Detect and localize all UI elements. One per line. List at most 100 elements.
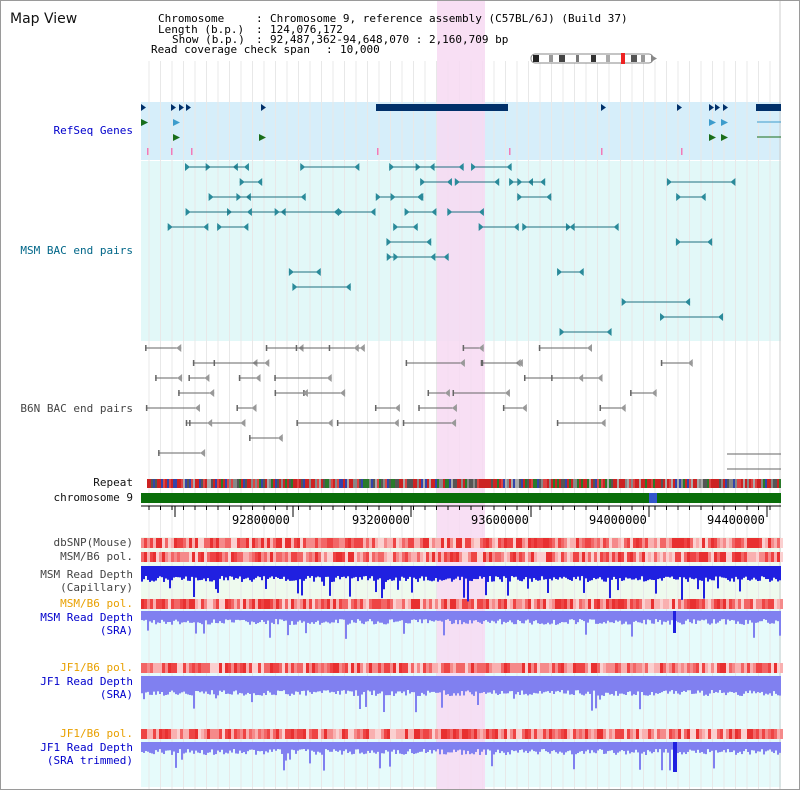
heat-cell <box>420 729 423 739</box>
track-label-msm-depth-sra[interactable]: MSM Read Depth <box>40 611 133 624</box>
track-label-dbsnp[interactable]: dbSNP(Mouse) <box>53 536 133 549</box>
bac-end-marker <box>300 193 306 201</box>
heat-cell <box>678 663 681 673</box>
heat-cell <box>702 729 705 739</box>
track-label-jf1-b6-pol[interactable]: JF1/B6 pol. <box>60 661 133 674</box>
depth-bar <box>641 611 643 624</box>
track-label-jf1-depth-trimmed[interactable]: JF1 Read Depth <box>40 741 133 754</box>
heat-cell <box>183 552 186 562</box>
heat-cell <box>672 599 675 609</box>
depth-bar <box>577 611 579 623</box>
heat-cell <box>435 729 438 739</box>
track-label-msm-depth-capillary[interactable]: MSM Read Depth <box>40 568 133 581</box>
heat-cell <box>573 552 576 562</box>
depth-bar <box>673 676 675 694</box>
depth-bar <box>733 611 735 621</box>
depth-bar <box>309 566 311 578</box>
heat-cell <box>309 663 312 673</box>
heat-cell <box>543 552 546 562</box>
depth-bar <box>381 566 383 599</box>
heat-cell <box>546 552 549 562</box>
depth-bar <box>633 742 635 753</box>
depth-bar <box>289 676 291 696</box>
depth-bar <box>667 566 669 577</box>
depth-bar <box>373 611 375 625</box>
track-label-msm-bac[interactable]: MSM BAC end pairs <box>20 244 133 257</box>
track-label-b6n-bac[interactable]: B6N BAC end pairs <box>20 402 133 415</box>
depth-bar <box>527 676 529 696</box>
depth-bar <box>727 676 729 693</box>
repeat-segment <box>447 479 449 488</box>
depth-bar <box>739 566 741 592</box>
depth-bar <box>713 676 715 694</box>
heat-cell <box>585 552 588 562</box>
heat-cell <box>564 552 567 562</box>
repeat-segment <box>599 479 601 488</box>
heat-cell <box>615 663 618 673</box>
heat-cell <box>525 599 528 609</box>
repeat-segment <box>759 479 761 488</box>
depth-bar <box>377 742 379 752</box>
heat-cell <box>465 599 468 609</box>
depth-bar <box>731 676 733 693</box>
track-label-jf1-depth-sra[interactable]: JF1 Read Depth <box>40 675 133 688</box>
heat-cell <box>441 729 444 739</box>
depth-bar <box>715 566 717 577</box>
repeat-segment <box>659 479 661 488</box>
repeat-segment <box>321 479 323 488</box>
depth-bar <box>399 742 401 754</box>
ideogram-band <box>641 55 645 62</box>
repeat-segment <box>171 479 173 488</box>
depth-bar <box>377 566 379 580</box>
depth-bar <box>747 566 749 580</box>
track-label-msm-b6-pol[interactable]: MSM/B6 pol. <box>60 550 133 563</box>
depth-bar <box>183 676 185 692</box>
heat-cell <box>621 552 624 562</box>
depth-bar <box>469 742 471 755</box>
track-label-refseq-genes[interactable]: RefSeq Genes <box>53 124 133 137</box>
depth-bar <box>679 676 681 695</box>
heat-cell <box>726 538 729 548</box>
repeat-segment <box>449 479 451 488</box>
depth-bar <box>269 742 271 750</box>
heat-cell <box>351 663 354 673</box>
heat-cell <box>528 538 531 548</box>
depth-bar <box>179 611 181 625</box>
heat-cell <box>357 729 360 739</box>
heat-cell <box>183 599 186 609</box>
depth-bar <box>399 676 401 692</box>
depth-bar <box>239 676 241 693</box>
depth-bar <box>331 566 333 582</box>
track-label-jf1-b6-pol-trimmed[interactable]: JF1/B6 pol. <box>60 727 133 740</box>
depth-bar <box>369 566 371 579</box>
heat-cell <box>489 729 492 739</box>
depth-bar <box>187 611 189 621</box>
depth-bar <box>315 676 317 693</box>
heat-cell <box>639 552 642 562</box>
repeat-segment <box>509 479 511 488</box>
depth-bar <box>643 742 645 752</box>
heat-cell <box>507 663 510 673</box>
track-label-msm-b6-pol-sra[interactable]: MSM/B6 pol. <box>60 597 133 610</box>
depth-bar <box>271 676 273 695</box>
depth-bar <box>435 611 437 621</box>
heat-cell <box>597 552 600 562</box>
depth-bar <box>689 611 691 623</box>
depth-bar <box>253 611 255 623</box>
heat-cell <box>324 729 327 739</box>
depth-bar <box>735 676 737 693</box>
repeat-segment <box>577 479 579 488</box>
heat-cell <box>462 663 465 673</box>
repeat-segment <box>757 479 759 488</box>
depth-bar <box>567 676 569 691</box>
depth-bar <box>433 742 435 751</box>
heat-cell <box>762 552 765 562</box>
repeat-segment <box>557 479 559 488</box>
depth-bar <box>311 742 313 751</box>
depth-bar <box>249 611 251 625</box>
depth-bar <box>285 566 287 581</box>
heat-cell <box>633 599 636 609</box>
depth-bar <box>269 611 271 638</box>
bac-end-marker <box>586 344 592 352</box>
